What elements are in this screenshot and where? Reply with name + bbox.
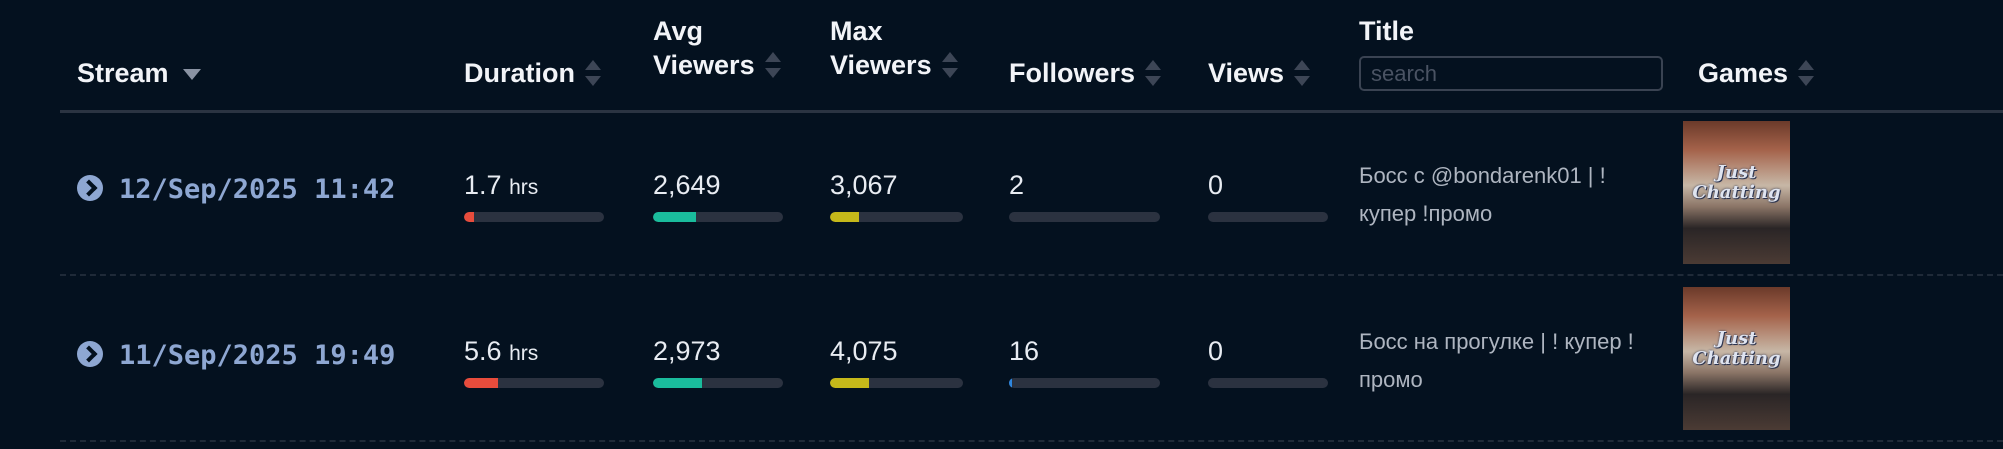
duration-unit: hrs (509, 342, 539, 365)
game-name: Just Chatting (1692, 162, 1781, 203)
views-value: 0 (1208, 170, 1224, 200)
views-bar (1208, 212, 1328, 222)
table-row[interactable]: 12/Sep/2025 11:42 1.7 hrs 2,649 3,067 2 0 Босс… (60, 112, 2003, 276)
stream-title: Босс на прогулке | ! купер !промо (1359, 329, 1634, 392)
column-header-games[interactable]: Games (1698, 56, 1815, 90)
header-label: Views (1208, 58, 1285, 88)
followers-bar (1009, 378, 1160, 388)
max-viewers-bar (830, 378, 963, 388)
row-divider (60, 274, 2003, 276)
max-viewers-bar-fill (830, 378, 869, 388)
game-thumbnail[interactable]: Just Chatting (1683, 287, 1790, 430)
column-header-stream[interactable]: Stream (77, 56, 201, 90)
duration-bar-fill (464, 212, 474, 222)
views-value: 0 (1208, 336, 1224, 366)
duration-bar (464, 378, 604, 388)
header-label: Duration (464, 58, 575, 88)
max-viewers-value: 4,075 (830, 336, 898, 366)
avg-viewers-bar (653, 212, 783, 222)
column-header-duration[interactable]: Duration (464, 56, 601, 90)
stream-title: Босс с @bondarenk01 | ! купер !промо (1359, 163, 1606, 226)
header-label: Games (1698, 58, 1789, 88)
row-divider (60, 440, 2003, 442)
max-viewers-bar-fill (830, 212, 860, 222)
followers-value: 2 (1009, 170, 1025, 200)
column-header-followers[interactable]: Followers (1009, 56, 1162, 90)
followers-bar (1009, 212, 1160, 222)
sort-icon (1798, 59, 1815, 86)
followers-bar-fill (1009, 378, 1013, 388)
header-label: Stream (77, 58, 169, 88)
column-header-max-viewers[interactable]: Max Viewers (830, 14, 958, 82)
game-thumbnail[interactable]: Just Chatting (1683, 121, 1790, 264)
stream-link[interactable]: 12/Sep/2025 11:42 (77, 174, 395, 205)
duration-bar (464, 212, 604, 222)
avg-viewers-value: 2,649 (653, 170, 721, 200)
header-label: Avg (653, 16, 704, 46)
table-row[interactable]: 11/Sep/2025 19:49 5.6 hrs 2,973 4,075 16 0 Бос… (60, 278, 2003, 442)
game-name: Just Chatting (1692, 328, 1781, 369)
header-label: Max (830, 16, 883, 46)
header-label: Viewers (653, 50, 755, 80)
views-bar (1208, 378, 1328, 388)
sort-desc-icon (182, 69, 201, 81)
sort-icon (1294, 59, 1311, 86)
max-viewers-value: 3,067 (830, 170, 898, 200)
stream-date: 11/Sep/2025 19:49 (119, 340, 396, 371)
chevron-right-circle-icon (77, 340, 103, 367)
duration-value: 5.6 hrs (464, 336, 539, 366)
sort-icon (1145, 59, 1162, 86)
duration-value: 1.7 hrs (464, 170, 539, 200)
column-header-views[interactable]: Views (1208, 56, 1311, 90)
duration-bar-fill (464, 378, 498, 388)
followers-value: 16 (1009, 336, 1040, 366)
duration-unit: hrs (509, 176, 539, 199)
avg-viewers-bar (653, 378, 783, 388)
avg-viewers-bar-fill (653, 378, 703, 388)
chevron-right-circle-icon (77, 174, 103, 201)
stream-date: 12/Sep/2025 11:42 (119, 174, 396, 205)
header-label: Followers (1009, 58, 1136, 88)
header-divider (60, 110, 2003, 113)
column-header-title: Title (1359, 16, 1415, 46)
sort-icon (585, 59, 601, 86)
column-header-avg-viewers[interactable]: Avg Viewers (653, 14, 781, 82)
max-viewers-bar (830, 212, 963, 222)
header-label: Viewers (830, 50, 932, 80)
avg-viewers-value: 2,973 (653, 336, 721, 366)
title-search-input[interactable] (1359, 56, 1663, 91)
sort-icon (764, 51, 781, 78)
stream-link[interactable]: 11/Sep/2025 19:49 (77, 340, 395, 371)
sort-icon (941, 51, 958, 78)
avg-viewers-bar-fill (653, 212, 696, 222)
